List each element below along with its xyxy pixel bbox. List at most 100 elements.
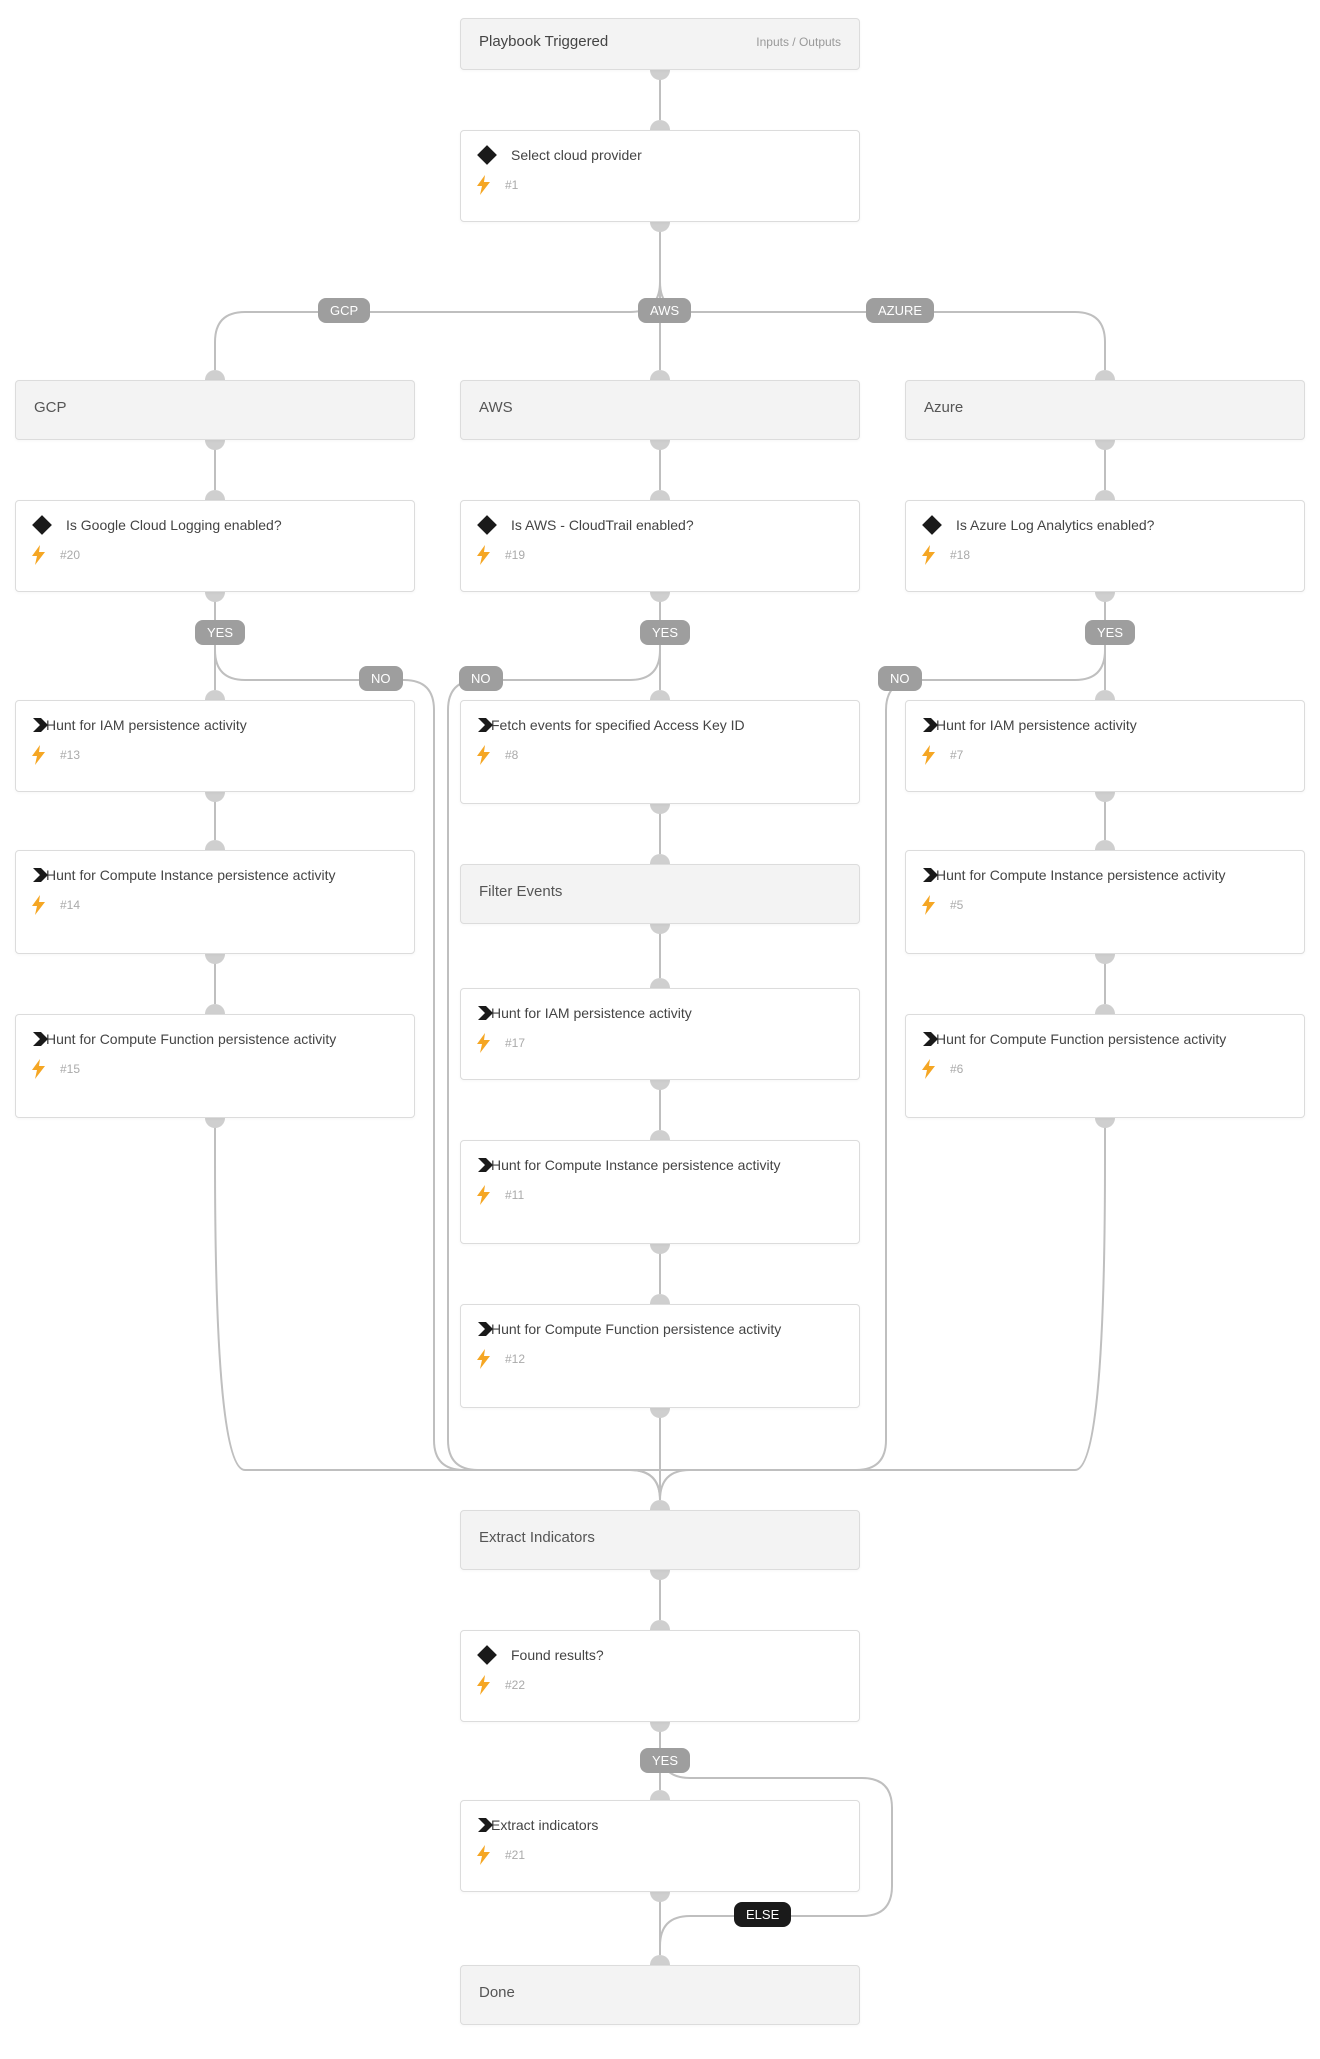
node-gcp_inst[interactable]: Hunt for Compute Instance persistence ac… bbox=[15, 850, 415, 954]
node-playbook_triggered[interactable]: Playbook TriggeredInputs / Outputs bbox=[460, 18, 860, 70]
port-top bbox=[650, 1500, 670, 1510]
port-bottom bbox=[205, 954, 225, 964]
task-number: #21 bbox=[505, 1848, 525, 1862]
port-top bbox=[205, 690, 225, 700]
bolt-icon bbox=[477, 1845, 491, 1865]
badge-aws: AWS bbox=[638, 298, 691, 323]
diamond-icon bbox=[477, 145, 497, 165]
section-label: AWS bbox=[479, 399, 513, 416]
node-done[interactable]: Done bbox=[460, 1965, 860, 2025]
node-azure_func[interactable]: Hunt for Compute Function persistence ac… bbox=[905, 1014, 1305, 1118]
port-top bbox=[650, 854, 670, 864]
port-top bbox=[1095, 1004, 1115, 1014]
task-label: Hunt for Compute Function persistence ac… bbox=[491, 1319, 781, 1339]
port-bottom bbox=[650, 804, 670, 814]
port-top bbox=[1095, 490, 1115, 500]
bolt-icon bbox=[922, 895, 936, 915]
bolt-icon bbox=[922, 745, 936, 765]
node-gcp_func[interactable]: Hunt for Compute Function persistence ac… bbox=[15, 1014, 415, 1118]
task-number: #14 bbox=[60, 898, 80, 912]
task-number: #13 bbox=[60, 748, 80, 762]
node-gcp_header[interactable]: GCP bbox=[15, 380, 415, 440]
badge-azure: AZURE bbox=[866, 298, 934, 323]
badge-gcp_no: NO bbox=[359, 666, 403, 691]
edge bbox=[215, 222, 660, 370]
diamond-icon bbox=[922, 515, 942, 535]
node-aws_iam[interactable]: Hunt for IAM persistence activity#17 bbox=[460, 988, 860, 1080]
node-extract_hdr[interactable]: Extract Indicators bbox=[460, 1510, 860, 1570]
bolt-icon bbox=[32, 1059, 46, 1079]
node-aws_inst[interactable]: Hunt for Compute Instance persistence ac… bbox=[460, 1140, 860, 1244]
port-bottom bbox=[650, 1408, 670, 1418]
bolt-icon bbox=[922, 1059, 936, 1079]
node-gcp_iam[interactable]: Hunt for IAM persistence activity #13 bbox=[15, 700, 415, 792]
section-label: Done bbox=[479, 1984, 515, 2001]
port-bottom bbox=[1095, 592, 1115, 602]
port-top bbox=[205, 490, 225, 500]
node-gcp_log_q[interactable]: Is Google Cloud Logging enabled?#20 bbox=[15, 500, 415, 592]
task-number: #12 bbox=[505, 1352, 525, 1366]
node-aws_func[interactable]: Hunt for Compute Function persistence ac… bbox=[460, 1304, 860, 1408]
port-bottom bbox=[1095, 954, 1115, 964]
diamond-icon bbox=[477, 1645, 497, 1665]
port-bottom bbox=[1095, 440, 1115, 450]
badge-found_yes: YES bbox=[640, 1748, 690, 1773]
bolt-icon bbox=[477, 1185, 491, 1205]
task-label: Hunt for IAM persistence activity bbox=[491, 1003, 692, 1023]
badge-azure_yes: YES bbox=[1085, 620, 1135, 645]
port-bottom bbox=[205, 1118, 225, 1128]
task-label: Hunt for Compute Instance persistence ac… bbox=[491, 1155, 780, 1175]
bolt-icon bbox=[477, 745, 491, 765]
node-aws_header[interactable]: AWS bbox=[460, 380, 860, 440]
node-aws_fetch[interactable]: Fetch events for specified Access Key ID… bbox=[460, 700, 860, 804]
port-bottom bbox=[650, 1722, 670, 1732]
task-label: Is AWS - CloudTrail enabled? bbox=[511, 515, 694, 535]
task-number: #20 bbox=[60, 548, 80, 562]
bolt-icon bbox=[477, 175, 491, 195]
node-select_provider[interactable]: Select cloud provider #1 bbox=[460, 130, 860, 222]
node-extract[interactable]: Extract indicators #21 bbox=[460, 1800, 860, 1892]
title-right[interactable]: Inputs / Outputs bbox=[756, 35, 841, 49]
port-top bbox=[205, 840, 225, 850]
task-label: Extract indicators bbox=[491, 1815, 598, 1835]
task-label: Fetch events for specified Access Key ID bbox=[491, 715, 745, 735]
task-label: Hunt for Compute Function persistence ac… bbox=[46, 1029, 336, 1049]
node-found_q[interactable]: Found results? #22 bbox=[460, 1630, 860, 1722]
task-label: Found results? bbox=[511, 1645, 604, 1665]
badge-else: ELSE bbox=[734, 1902, 791, 1927]
port-bottom bbox=[205, 792, 225, 802]
task-number: #18 bbox=[950, 548, 970, 562]
port-bottom bbox=[650, 1080, 670, 1090]
port-top bbox=[1095, 370, 1115, 380]
section-label: Extract Indicators bbox=[479, 1529, 595, 1546]
task-number: #6 bbox=[950, 1062, 963, 1076]
task-number: #1 bbox=[505, 178, 518, 192]
port-bottom bbox=[650, 70, 670, 80]
task-label: Hunt for Compute Function persistence ac… bbox=[936, 1029, 1226, 1049]
port-bottom bbox=[650, 1570, 670, 1580]
node-azure_log_q[interactable]: Is Azure Log Analytics enabled?#18 bbox=[905, 500, 1305, 592]
port-bottom bbox=[650, 924, 670, 934]
task-label: Hunt for IAM persistence activity bbox=[46, 715, 247, 735]
port-top bbox=[205, 370, 225, 380]
port-bottom bbox=[205, 592, 225, 602]
port-top bbox=[1095, 840, 1115, 850]
node-azure_header[interactable]: Azure bbox=[905, 380, 1305, 440]
node-azure_iam[interactable]: Hunt for IAM persistence activity#7 bbox=[905, 700, 1305, 792]
badge-gcp_yes: YES bbox=[195, 620, 245, 645]
node-aws_log_q[interactable]: Is AWS - CloudTrail enabled? #19 bbox=[460, 500, 860, 592]
task-number: #22 bbox=[505, 1678, 525, 1692]
bolt-icon bbox=[477, 1349, 491, 1369]
task-number: #8 bbox=[505, 748, 518, 762]
task-number: #7 bbox=[950, 748, 963, 762]
node-aws_filter[interactable]: Filter Events bbox=[460, 864, 860, 924]
node-azure_inst[interactable]: Hunt for Compute Instance persistence ac… bbox=[905, 850, 1305, 954]
bolt-icon bbox=[477, 545, 491, 565]
task-number: #19 bbox=[505, 548, 525, 562]
badge-azure_no: NO bbox=[878, 666, 922, 691]
task-label: Select cloud provider bbox=[511, 145, 642, 165]
port-top bbox=[650, 1294, 670, 1304]
port-top bbox=[205, 1004, 225, 1014]
bolt-icon bbox=[32, 895, 46, 915]
edge bbox=[660, 282, 1105, 370]
